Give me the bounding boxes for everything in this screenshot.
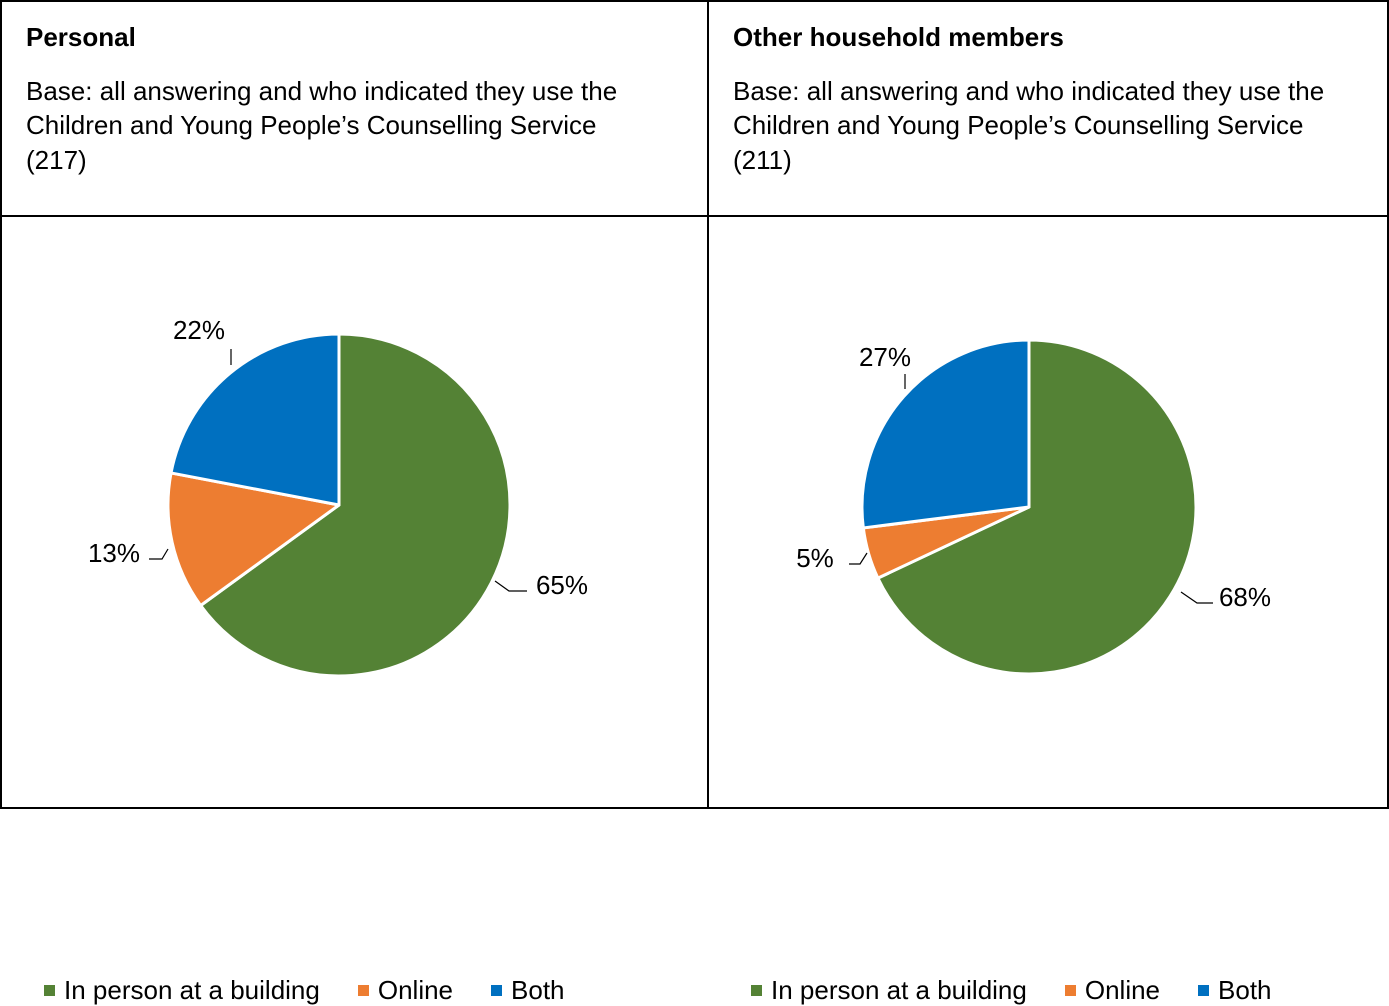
panel-household-header: Other household members Base: all answer… [707, 0, 1389, 217]
pie-slice-both [169, 332, 341, 507]
data-label: 22% [173, 315, 225, 345]
legend-swatch [491, 985, 503, 996]
pie-slice-both [860, 338, 1031, 530]
leader-line [494, 580, 527, 592]
legend-swatch [1198, 985, 1210, 996]
pie-slice-online [166, 471, 341, 608]
panel-personal-header: Personal Base: all answering and who ind… [0, 0, 709, 217]
legend-label: In person at a building [771, 975, 1027, 1005]
pie-chart-personal: 65% 13% 22% [88, 315, 588, 678]
legend-label: Both [1218, 975, 1272, 1005]
pie-chart-household: 68% 5% 27% [796, 338, 1271, 676]
data-label: 5% [796, 543, 834, 573]
data-label: 65% [536, 570, 588, 600]
legend-item: In person at a building [751, 975, 1027, 1006]
legend-swatch [357, 985, 369, 996]
legend-label: Online [377, 975, 454, 1005]
panel-personal-chart: 65% 13% 22% In person at a building Online B… [0, 215, 709, 1005]
data-label: 27% [859, 342, 911, 372]
leader-line [1180, 591, 1213, 604]
leader-line [849, 552, 868, 565]
data-label: 13% [88, 538, 140, 568]
legend-item: Both [1198, 975, 1272, 1006]
chart-subtitle-personal: Base: all answering and who indicated th… [26, 76, 618, 175]
pie-slice-in-person-at-a-building [199, 332, 512, 678]
legend-item: Online [1064, 975, 1161, 1006]
legend-label: In person at a building [64, 975, 320, 1005]
panel-household-chart: 68% 5% 27% In person at a building Online Bo… [707, 215, 1389, 1005]
legend-swatch [751, 985, 762, 996]
data-label: 68% [1219, 582, 1271, 612]
legend-household: In person at a building Online Both [751, 972, 1310, 1006]
legend-item: Both [491, 975, 565, 1006]
legend-personal: In person at a building Online Both [44, 972, 603, 1006]
leader-line [149, 548, 169, 560]
chart-title-personal: Personal [26, 22, 136, 52]
legend-item: In person at a building [44, 975, 320, 1006]
legend-swatch [44, 985, 55, 996]
pie-slice-in-person-at-a-building [876, 338, 1198, 676]
legend-item: Online [357, 975, 454, 1006]
chart-subtitle-household: Base: all answering and who indicated th… [733, 76, 1325, 175]
legend-label: Both [511, 975, 565, 1005]
legend-swatch [1064, 985, 1076, 996]
legend-label: Online [1084, 975, 1161, 1005]
chart-title-household: Other household members [733, 22, 1064, 52]
